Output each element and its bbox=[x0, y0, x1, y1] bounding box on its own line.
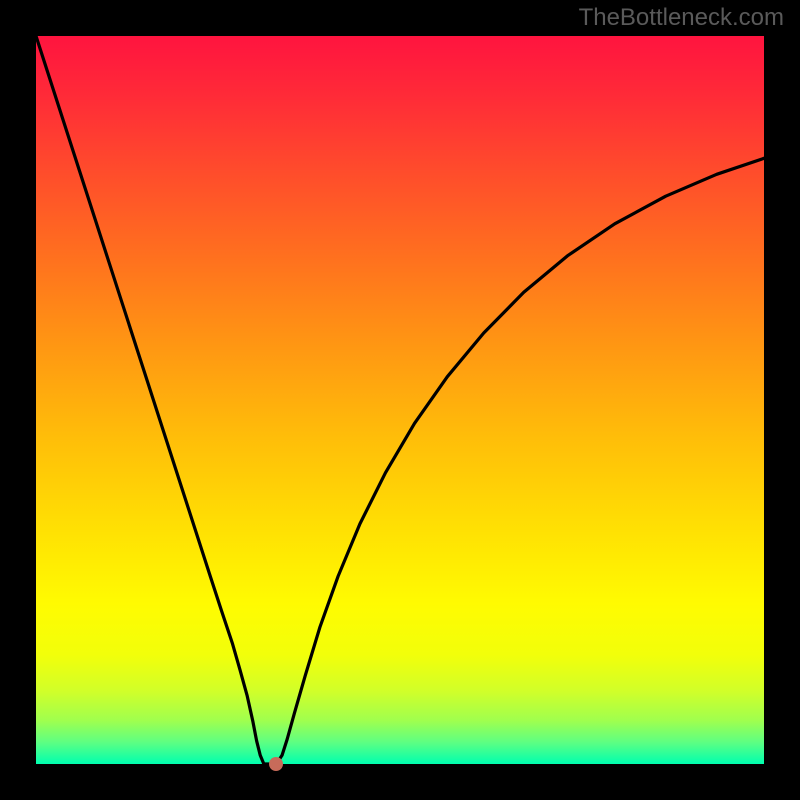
bottleneck-curve bbox=[36, 36, 764, 764]
curve-layer bbox=[36, 36, 764, 764]
chart-frame: TheBottleneck.com bbox=[0, 0, 800, 800]
minimum-marker bbox=[269, 757, 283, 771]
plot-area bbox=[36, 36, 764, 764]
watermark-text: TheBottleneck.com bbox=[579, 4, 784, 32]
